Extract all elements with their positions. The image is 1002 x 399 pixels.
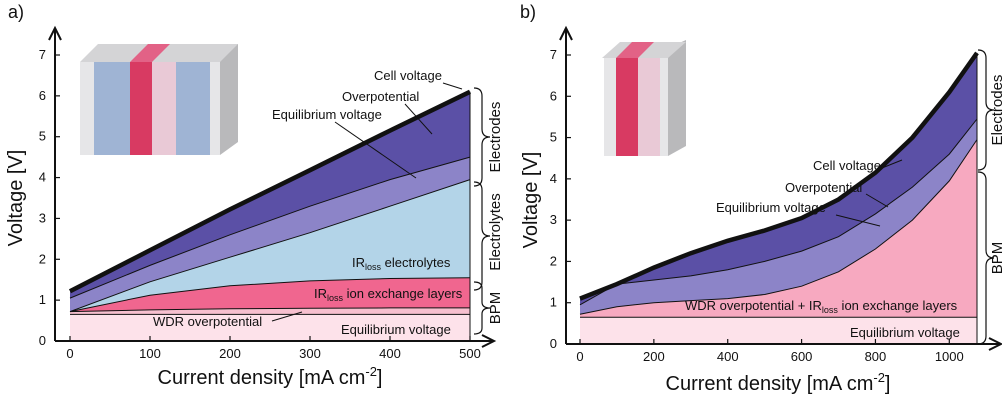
label-equilibrium-bottom-b: Equilibrium voltage — [850, 325, 960, 340]
line-wdr_ir — [579, 139, 978, 315]
label-ir-electrolytes-a: IRloss electrolytes — [352, 255, 451, 272]
line-ir_iex — [69, 277, 471, 313]
area-layers-b — [579, 51, 979, 344]
chart-panel-a: a) 0 1 2 3 4 5 6 7 0 100 200 300 400 500 Voltage [V] Cu… — [5, 2, 504, 389]
axes-a: 0 1 2 3 4 5 6 7 0 100 200 300 400 500 Voltage [V] Curre… — [5, 25, 497, 389]
x-tick-label: 500 — [459, 346, 481, 361]
side-brackets-b: Electrodes BPM — [977, 49, 1002, 345]
x-axis-label: Current density [mA cm-2] — [666, 370, 891, 394]
x-tick-label: 200 — [219, 346, 241, 361]
x-tick-label: 0 — [66, 346, 73, 361]
y-tick-label: 1 — [39, 292, 46, 307]
bracket-electrodes-b: Electrodes — [989, 75, 1002, 146]
x-tick-label: 400 — [717, 349, 739, 364]
line-wdr — [69, 307, 470, 313]
bracket-bpm-b: BPM — [989, 242, 1002, 275]
leader-overpotential-b — [865, 193, 889, 208]
line-cell — [68, 89, 471, 294]
area-equilibrium — [70, 314, 470, 341]
y-tick-label: 0 — [550, 336, 557, 351]
y-tick-label: 4 — [39, 170, 46, 185]
area-overpotential_electrodes — [580, 119, 977, 315]
leader-overpotential-a — [404, 103, 433, 135]
leader-equilibrium-voltage-a — [334, 121, 417, 179]
leader-equilibrium-voltage-b — [835, 214, 881, 227]
area-cell — [70, 91, 470, 299]
area-overpotential_electrodes — [70, 157, 470, 312]
y-tick-label: 0 — [39, 333, 46, 348]
label-ir-iex-a: IRloss ion exchange layers — [314, 286, 463, 303]
leader-cell-voltage-b — [881, 159, 903, 169]
y-tick-label: 3 — [39, 210, 46, 225]
line-ir_electrolytes — [69, 179, 471, 313]
x-tick-label: 300 — [299, 346, 321, 361]
panel-label-a: a) — [8, 2, 24, 22]
x-axis-arrow — [988, 337, 1002, 351]
y-tick-label: 6 — [550, 88, 557, 103]
x-tick-label: 400 — [379, 346, 401, 361]
y-tick-label: 7 — [550, 47, 557, 62]
x-tick-label: 200 — [643, 349, 665, 364]
area-wdr_ir — [580, 139, 977, 318]
x-tick-label: 600 — [791, 349, 813, 364]
chart-panel-b: b) 0 1 2 3 4 5 6 7 0 200 400 600 800 1000 Voltage [V] C… — [520, 2, 1002, 395]
y-axis-label: Voltage [V] — [5, 150, 27, 247]
area-wdr — [70, 307, 470, 315]
y-axis-arrow — [48, 25, 62, 41]
x-tick-label: 0 — [576, 349, 583, 364]
side-brackets-a: Electrodes Electrolytes BPM — [473, 87, 504, 335]
x-tick-label: 1000 — [935, 349, 964, 364]
x-axis-arrow — [481, 334, 497, 348]
area-equilibrium — [580, 317, 977, 344]
label-overpotential-b: Overpotential — [785, 180, 862, 195]
label-overpotential-a: Overpotential — [342, 89, 419, 104]
area-ir_iex — [70, 277, 470, 312]
label-wdr-ir-b: WDR overpotential + IRloss ion exchange … — [685, 298, 958, 315]
line-overpotential_electrodes — [579, 118, 978, 306]
label-cell-voltage-a: Cell voltage — [374, 68, 442, 83]
label-equilibrium-voltage-a: Equilibrium voltage — [272, 107, 382, 122]
y-tick-label: 2 — [550, 253, 557, 268]
cell-schematic-b — [602, 40, 686, 156]
x-tick-label: 800 — [865, 349, 887, 364]
cell-schematic-a — [80, 44, 238, 155]
y-tick-label: 2 — [39, 251, 46, 266]
y-tick-label: 6 — [39, 88, 46, 103]
y-tick-label: 1 — [550, 295, 557, 310]
bracket-electrolytes-a: Electrolytes — [487, 193, 504, 271]
line-cell — [579, 51, 979, 301]
y-tick-label: 7 — [39, 47, 46, 62]
panel-label-b: b) — [520, 2, 536, 22]
label-cell-voltage-b: Cell voltage — [813, 158, 881, 173]
leader-wdr-a — [271, 311, 303, 322]
y-axis-label: Voltage [V] — [520, 152, 542, 249]
y-tick-label: 3 — [550, 212, 557, 227]
label-wdr-a: WDR overpotential — [153, 314, 262, 329]
label-equilibrium-bottom-a: Equilibrium voltage — [341, 322, 451, 337]
area-layers-a — [68, 89, 471, 341]
y-tick-label: 4 — [550, 171, 557, 186]
label-equilibrium-voltage-b: Equilibrium voltage — [716, 200, 826, 215]
y-tick-label: 5 — [550, 130, 557, 145]
bracket-electrodes-a: Electrodes — [487, 102, 504, 173]
area-cell — [580, 52, 977, 305]
x-axis-label: Current density [mA cm-2] — [158, 364, 383, 389]
y-axis-arrow — [559, 25, 573, 41]
leader-cell-voltage-a — [442, 82, 463, 90]
line-overpotential_electrodes — [69, 156, 471, 299]
bracket-bpm-a: BPM — [487, 292, 504, 325]
x-tick-label: 100 — [139, 346, 161, 361]
axes-b: 0 1 2 3 4 5 6 7 0 200 400 600 800 1000 Voltage [V] Curr… — [520, 25, 1002, 395]
y-tick-label: 5 — [39, 129, 46, 144]
